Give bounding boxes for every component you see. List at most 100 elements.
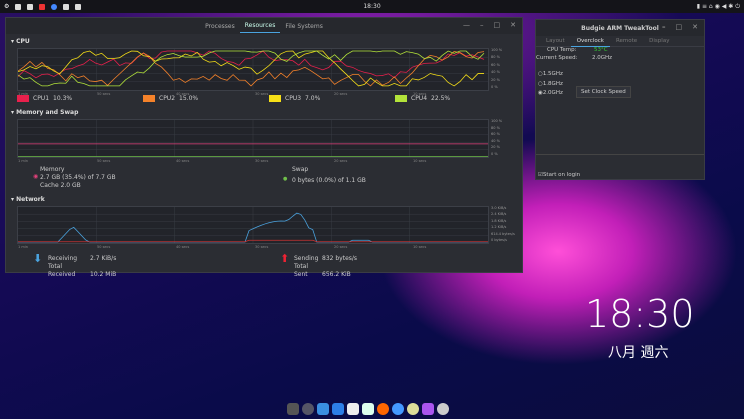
- app-icon[interactable]: [51, 3, 58, 10]
- download-arrow-icon[interactable]: ⬇: [33, 252, 43, 265]
- cpu-value: 15.0%: [179, 95, 199, 102]
- x-tick-label: 10 secs: [413, 92, 427, 96]
- y-tick-label: 100 %: [491, 119, 503, 123]
- cpu-series-line: [18, 50, 485, 87]
- swap-label: Swap: [292, 166, 309, 173]
- cpu-legend-item[interactable]: CPU3 7.0%: [269, 95, 320, 102]
- tab-overclock[interactable]: Overclock: [570, 36, 610, 47]
- system-monitor-icon[interactable]: [302, 403, 314, 415]
- memory-value: 2.7 GB (35.4%) of 7.7 GB: [40, 174, 116, 181]
- y-tick-label: 0 %: [491, 85, 498, 89]
- tab-processes[interactable]: Processes: [205, 22, 235, 30]
- memory-info: ◉ Memory 2.7 GB (35.4%) of 7.7 GB Cache …: [33, 166, 116, 190]
- y-tick-label: 0 %: [491, 152, 498, 156]
- tray-icons[interactable]: ▮ ≡ ⌂ ◉ ◀ ✱ ⏻: [696, 2, 740, 10]
- x-tick-label: 50 secs: [97, 159, 111, 163]
- window-icon[interactable]: [27, 3, 34, 10]
- receiving-value: 2.7 KiB/s: [90, 255, 117, 262]
- x-tick-label: 10 secs: [413, 245, 427, 249]
- minimize-icon[interactable]: –: [662, 23, 666, 31]
- tab-display[interactable]: Display: [649, 38, 670, 44]
- firefox-icon[interactable]: [377, 403, 389, 415]
- color-swatch[interactable]: [395, 95, 407, 102]
- tweaktool-icon[interactable]: [437, 403, 449, 415]
- window-icon[interactable]: [63, 3, 70, 10]
- y-tick-label: 60 %: [491, 62, 500, 67]
- cpu-section-header[interactable]: ▾ CPU: [11, 38, 30, 45]
- cpu-value: 7.0%: [305, 95, 321, 102]
- x-tick-label: 40 secs: [176, 245, 190, 249]
- document-icon[interactable]: [347, 403, 359, 415]
- color-swatch[interactable]: [269, 95, 281, 102]
- radio-2.0ghz[interactable]: ◉2.0GHz: [538, 90, 563, 96]
- window-icon[interactable]: [75, 3, 82, 10]
- upload-arrow-icon[interactable]: ⬆: [280, 252, 290, 265]
- terminal-icon[interactable]: [287, 403, 299, 415]
- total-received-value: 10.2 MiB: [90, 271, 117, 278]
- cpu-legend-item[interactable]: CPU2 15.0%: [143, 95, 198, 102]
- y-tick-label: 80 %: [491, 125, 500, 130]
- settings-icon[interactable]: [407, 403, 419, 415]
- cpu-value: 22.5%: [431, 95, 451, 102]
- total-sent-value: 656.2 KiB: [322, 271, 351, 278]
- system-monitor-window: Processes Resources File Systems — – □ ✕ ▾ …: [5, 17, 523, 278]
- cpu-value: 10.3%: [53, 95, 73, 102]
- browser-icon[interactable]: [392, 403, 404, 415]
- cpu-legend-item[interactable]: CPU1 10.3%: [17, 95, 72, 102]
- tab-resources[interactable]: Resources: [239, 19, 281, 33]
- color-swatch[interactable]: [17, 95, 29, 102]
- sending-line: [18, 239, 488, 243]
- minimize-icon[interactable]: –: [480, 21, 484, 29]
- photos-icon[interactable]: [422, 403, 434, 415]
- current-speed-value: 2.0GHz: [592, 55, 613, 61]
- y-tick-label: 40 %: [491, 70, 500, 75]
- menu-icon[interactable]: —: [463, 21, 470, 29]
- panel-clock[interactable]: 18:30: [363, 3, 381, 10]
- cpu-series-line: [18, 50, 485, 79]
- y-tick-label: 100 %: [491, 48, 503, 52]
- current-speed-label: Current Speed:: [536, 55, 578, 61]
- color-swatch[interactable]: [143, 95, 155, 102]
- cache-value: Cache 2.0 GB: [40, 182, 81, 189]
- x-tick-label: 20 secs: [334, 92, 348, 96]
- set-clock-speed-button[interactable]: Set Clock Speed: [576, 86, 631, 98]
- cpu-label: CPU1: [33, 95, 50, 102]
- spreadsheet-icon[interactable]: [362, 403, 374, 415]
- top-panel: ⚙ 18:30 ▮ ≡ ⌂ ◉ ◀ ✱ ⏻: [0, 0, 744, 13]
- x-tick-label: 1 min: [18, 159, 28, 163]
- total-sent-label: Total Sent: [294, 263, 309, 278]
- swap-pie-icon[interactable]: ●: [283, 176, 288, 182]
- swap-info: ● Swap 0 bytes (0.0%) of 1.1 GB: [283, 166, 366, 185]
- y-tick-label: 3.0 KiB/s: [491, 206, 507, 210]
- close-icon[interactable]: ✕: [692, 23, 698, 31]
- y-tick-label: 614.4 bytes/s: [491, 231, 515, 236]
- app-icon[interactable]: [39, 3, 46, 10]
- memory-section-header[interactable]: ▾ Memory and Swap: [11, 109, 79, 116]
- cpu-series-line: [18, 50, 485, 87]
- x-tick-label: 20 secs: [334, 245, 348, 249]
- x-tick-label: 40 secs: [176, 159, 190, 163]
- x-tick-label: 40 secs: [176, 92, 190, 96]
- memory-pie-icon[interactable]: ◉: [33, 173, 39, 180]
- tab-file-systems[interactable]: File Systems: [285, 22, 323, 30]
- files-icon[interactable]: [317, 403, 329, 415]
- radio-1.8ghz[interactable]: ○1.8GHz: [538, 81, 563, 87]
- cpu-temp-label: CPU Temp:: [547, 47, 577, 53]
- maximize-icon[interactable]: □: [675, 23, 683, 31]
- budgie-menu-icon[interactable]: ⚙: [4, 3, 10, 10]
- x-tick-label: 30 secs: [255, 92, 269, 96]
- tab-remote[interactable]: Remote: [615, 38, 638, 44]
- workspace-icon[interactable]: [15, 3, 22, 10]
- cpu-legend-item[interactable]: CPU4 22.5%: [395, 95, 450, 102]
- mail-icon[interactable]: [332, 403, 344, 415]
- maximize-icon[interactable]: □: [493, 21, 501, 29]
- tab-layout[interactable]: Layout: [546, 38, 565, 44]
- cpu-graph: [17, 48, 489, 91]
- start-on-login-checkbox[interactable]: ☑Start on login: [538, 172, 581, 178]
- x-tick-label: 30 secs: [255, 159, 269, 163]
- network-section-header[interactable]: ▾ Network: [11, 196, 45, 203]
- sending-label: Sending: [294, 255, 319, 262]
- y-tick-label: 60 %: [491, 132, 500, 137]
- radio-1.5ghz[interactable]: ○1.5GHz: [538, 71, 563, 77]
- close-icon[interactable]: ✕: [510, 21, 516, 29]
